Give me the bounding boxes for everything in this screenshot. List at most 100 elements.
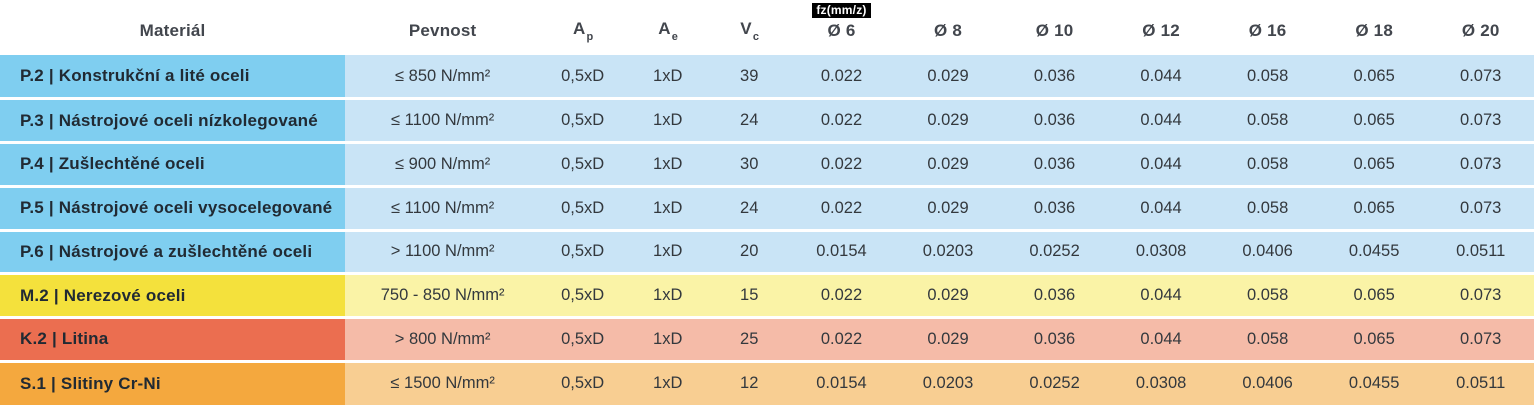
fz-cell: 0.044 (1107, 317, 1215, 363)
fz-cell: 0.022 (788, 98, 895, 144)
pevnost-cell: ≤ 900 N/mm² (345, 142, 541, 188)
fz-cell: 0.029 (894, 55, 1002, 101)
ap-cell: 0,5xD (540, 361, 626, 405)
fz-cell: 0.0252 (1001, 361, 1108, 405)
vc-cell: 20 (710, 230, 789, 276)
fz-cell: 0.073 (1427, 273, 1534, 319)
material-cell: P.5 | Nástrojové oceli vysocelegované (0, 186, 346, 232)
fz-cell: 0.036 (1001, 142, 1108, 188)
vc-cell: 25 (710, 317, 789, 363)
vc-letter: V (740, 18, 752, 38)
fz-cell: 0.0308 (1107, 361, 1215, 405)
fz-cell: 0.058 (1214, 98, 1321, 144)
fz-cell: 0.073 (1427, 55, 1534, 101)
ap-cell: 0,5xD (540, 273, 626, 319)
ae-cell: 1xD (625, 55, 711, 101)
ap-cell: 0,5xD (540, 55, 626, 101)
ap-cell: 0,5xD (540, 98, 626, 144)
fz-cell: 0.0406 (1214, 361, 1321, 405)
column-header-diameter-12: Ø 12 (1142, 21, 1180, 40)
fz-cell: 0.058 (1214, 273, 1321, 319)
ap-cell: 0,5xD (540, 230, 626, 276)
fz-cell: 0.029 (894, 98, 1002, 144)
fz-cell: 0.029 (894, 273, 1002, 319)
fz-cell: 0.0511 (1427, 230, 1534, 276)
fz-cell: 0.044 (1107, 273, 1215, 319)
fz-cell: 0.036 (1001, 186, 1108, 232)
fz-cell: 0.029 (894, 142, 1002, 188)
fz-cell: 0.036 (1001, 317, 1108, 363)
fz-cell: 0.044 (1107, 98, 1215, 144)
fz-cell: 0.058 (1214, 186, 1321, 232)
material-row: M.2 | Nerezové oceli 750 - 850 N/mm² 0,5… (0, 273, 1534, 319)
fz-cell: 0.0308 (1107, 230, 1215, 276)
fz-cell: 0.0406 (1214, 230, 1321, 276)
material-row: K.2 | Litina > 800 N/mm² 0,5xD 1xD 25 0.… (0, 317, 1534, 363)
fz-cell: 0.0455 (1320, 230, 1428, 276)
ae-cell: 1xD (625, 273, 711, 319)
material-row: P.5 | Nástrojové oceli vysocelegované ≤ … (0, 186, 1534, 232)
header-row: Materiál Pevnost Ap Ae Vc fz(mm/z) Ø 6 Ø… (0, 0, 1534, 55)
fz-cell: 0.058 (1214, 317, 1321, 363)
material-row: P.3 | Nástrojové oceli nízkolegované ≤ 1… (0, 98, 1534, 144)
fz-cell: 0.022 (788, 55, 895, 101)
fz-cell: 0.065 (1320, 273, 1428, 319)
fz-cell: 0.036 (1001, 55, 1108, 101)
ae-cell: 1xD (625, 317, 711, 363)
fz-cell: 0.058 (1214, 142, 1321, 188)
column-header-vc: Vc (710, 0, 788, 55)
fz-cell: 0.044 (1107, 186, 1215, 232)
fz-cell: 0.0154 (788, 230, 895, 276)
material-cell: S.1 | Slitiny Cr-Ni (0, 361, 346, 405)
material-cell: P.2 | Konstrukční a lité oceli (0, 55, 346, 101)
pevnost-cell: ≤ 1100 N/mm² (345, 186, 541, 232)
ae-cell: 1xD (625, 98, 711, 144)
fz-cell: 0.065 (1320, 142, 1428, 188)
fz-cell: 0.044 (1107, 142, 1215, 188)
pevnost-cell: > 800 N/mm² (345, 317, 541, 363)
column-header-diameter-18: Ø 18 (1355, 21, 1393, 40)
fz-cell: 0.0203 (894, 361, 1002, 405)
ae-letter: A (658, 18, 671, 38)
ae-subscript: e (671, 31, 679, 43)
ap-subscript: p (586, 31, 594, 43)
column-header-diameter-16: Ø 16 (1248, 21, 1287, 40)
ae-cell: 1xD (625, 186, 711, 232)
material-cell: P.4 | Zušlechtěné oceli (0, 142, 346, 188)
column-header-pevnost: Pevnost (408, 21, 477, 40)
ae-cell: 1xD (625, 361, 711, 405)
diameter-6-label: Ø 6 (827, 21, 856, 40)
vc-cell: 24 (710, 186, 789, 232)
material-row: S.1 | Slitiny Cr-Ni ≤ 1500 N/mm² 0,5xD 1… (0, 361, 1534, 405)
fz-cell: 0.073 (1427, 142, 1534, 188)
column-header-ap: Ap (540, 0, 625, 55)
vc-cell: 12 (710, 361, 789, 405)
material-cell: P.3 | Nástrojové oceli nízkolegované (0, 98, 346, 144)
ap-cell: 0,5xD (540, 317, 626, 363)
pevnost-cell: ≤ 1500 N/mm² (345, 361, 541, 405)
fz-cell: 0.0203 (894, 230, 1002, 276)
material-row: P.6 | Nástrojové a zušlechtěné oceli > 1… (0, 230, 1534, 276)
material-cell: P.6 | Nástrojové a zušlechtěné oceli (0, 230, 346, 276)
ap-cell: 0,5xD (540, 142, 626, 188)
vc-subscript: c (752, 31, 760, 43)
material-row: P.4 | Zušlechtěné oceli ≤ 900 N/mm² 0,5x… (0, 142, 1534, 188)
material-row: P.2 | Konstrukční a lité oceli ≤ 850 N/m… (0, 55, 1534, 101)
fz-cell: 0.073 (1427, 186, 1534, 232)
column-header-diameter-10: Ø 10 (1035, 21, 1074, 40)
fz-cell: 0.036 (1001, 273, 1108, 319)
fz-cell: 0.058 (1214, 55, 1321, 101)
vc-cell: 39 (710, 55, 789, 101)
ap-cell: 0,5xD (540, 186, 626, 232)
fz-cell: 0.0455 (1320, 361, 1428, 405)
material-cell: M.2 | Nerezové oceli (0, 273, 346, 319)
pevnost-cell: > 1100 N/mm² (345, 230, 541, 276)
fz-cell: 0.073 (1427, 317, 1534, 363)
fz-cell: 0.0511 (1427, 361, 1534, 405)
fz-cell: 0.0252 (1001, 230, 1108, 276)
pevnost-cell: ≤ 1100 N/mm² (345, 98, 541, 144)
vc-cell: 15 (710, 273, 789, 319)
fz-cell: 0.022 (788, 317, 895, 363)
